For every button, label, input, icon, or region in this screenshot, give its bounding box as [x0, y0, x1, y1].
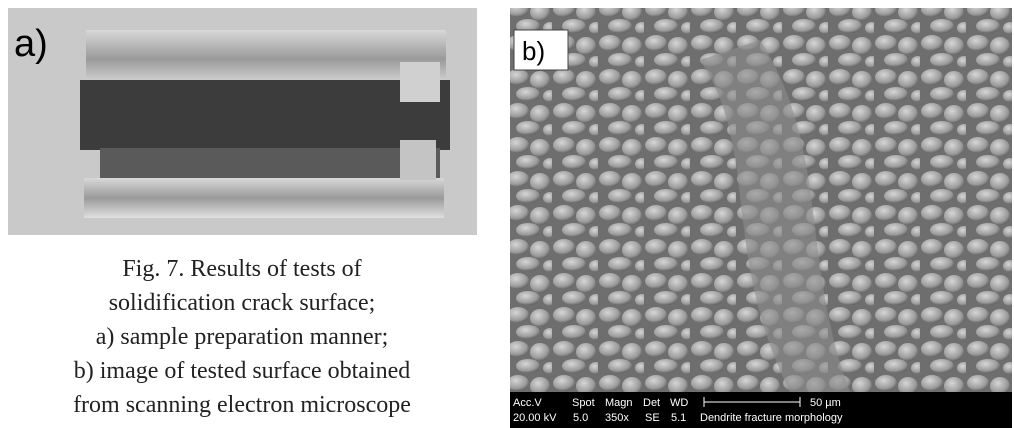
panel-label: a)	[14, 23, 48, 65]
sem-value: 5.0	[573, 412, 588, 424]
caption-line: a) sample preparation manner;	[96, 324, 389, 350]
caption-line: solidification crack surface;	[109, 290, 376, 316]
sem-value: 5.1	[671, 412, 686, 424]
sem-header: WD	[670, 397, 688, 409]
caption-line: b) image of tested surface obtained	[74, 358, 411, 384]
caption-line: from scanning electron microscope	[73, 392, 411, 418]
photo-a	[8, 8, 477, 235]
panel-label: b)	[522, 36, 545, 66]
sem-header: Magn	[605, 397, 633, 409]
caption: Fig. 7. Results of tests of solidificati…	[73, 256, 411, 418]
sem-value: SE	[645, 412, 660, 424]
sem-description: Dendrite fracture morphology	[700, 412, 843, 424]
caption-line: Fig. 7. Results of tests of	[122, 256, 361, 282]
sem-header: Spot	[572, 397, 595, 409]
sem-header: Acc.V	[513, 397, 542, 409]
sem-value: 350x	[605, 412, 629, 424]
sem-header: Det	[643, 397, 660, 409]
figure: a) Fig. 7. Results of tests of solidific…	[0, 0, 1014, 428]
page: a) Fig. 7. Results of tests of solidific…	[0, 0, 1014, 428]
sem-value: 20.00 kV	[513, 412, 557, 424]
photo-b	[510, 8, 1012, 428]
scale-label: 50 µm	[810, 397, 841, 409]
